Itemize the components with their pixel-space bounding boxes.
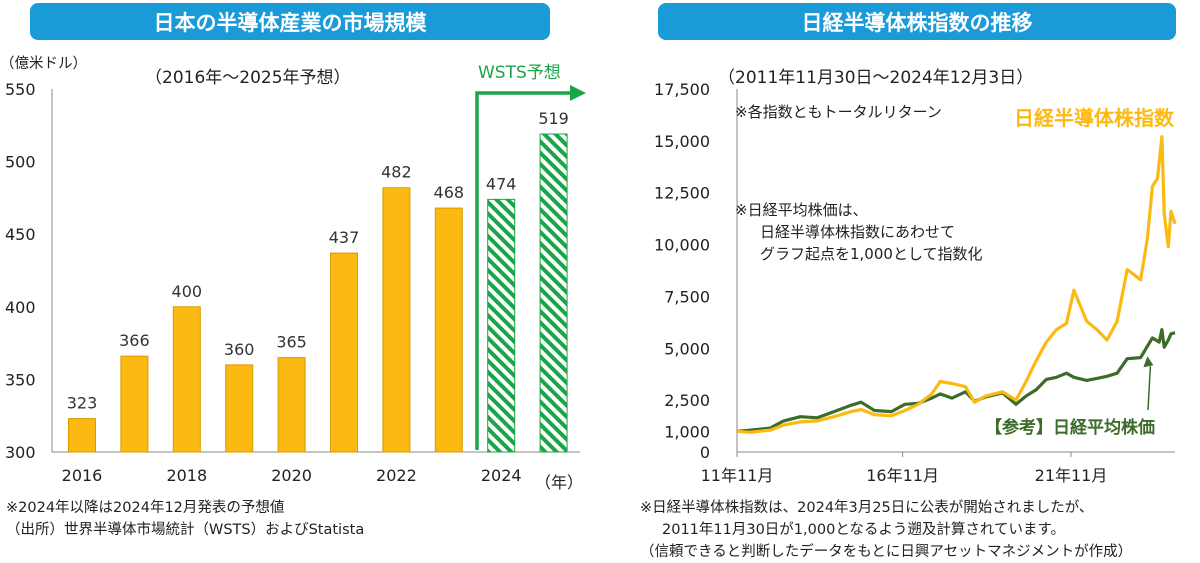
y-tick-label: 5,000: [664, 339, 710, 358]
data-label-2025: 519: [538, 109, 569, 128]
base-note-1: ※日経平均株価は、: [735, 201, 868, 219]
bar-2020: [277, 357, 306, 453]
bar-2017: [120, 355, 149, 453]
x-tick-label: 2016: [62, 466, 103, 485]
market-size-subtitle: （2016年～2025年予想）: [145, 68, 351, 88]
nikkei-line: [736, 328, 1176, 433]
x-tick-label: 2020: [271, 466, 312, 485]
total-return-note: ※各指数ともトータルリターン: [735, 103, 942, 121]
forecast-bracket: [475, 91, 572, 450]
semis-index-header: 日経半導体株指数の推移: [658, 3, 1176, 40]
year-unit-label: （年）: [535, 473, 584, 492]
x-tick-label: 16年11月: [866, 466, 939, 485]
legend-nikkei: 【参考】日経平均株価: [985, 418, 1155, 438]
bar-2016: [68, 418, 96, 453]
nikkei-pointer-arrowhead: [1143, 356, 1154, 368]
market-size-panel: 日本の半導体産業の市場規模 （億米ドル） （2016年～2025年予想） WST…: [0, 3, 586, 538]
y-tick-label: 0: [700, 443, 710, 462]
legend-nikkei-name: 日経平均株価: [1053, 418, 1155, 438]
data-label-2018: 400: [172, 282, 203, 301]
y-tick-label: 450: [5, 225, 36, 244]
y-tick-label: 12,500: [654, 184, 710, 203]
data-label-2023: 468: [434, 183, 465, 202]
y-tick-label: 17,500: [654, 80, 710, 99]
y-tick-label: 300: [5, 443, 36, 462]
bar-2023: [434, 207, 463, 453]
x-tick-label: 2022: [376, 466, 417, 485]
x-tick-label: 2018: [166, 466, 207, 485]
market-size-chart: 300 350 400 450 500 550 323 366 400 360 365 437 482 4…: [5, 80, 586, 485]
market-size-header: 日本の半導体産業の市場規模: [30, 3, 550, 40]
bar-2024: [487, 198, 516, 453]
semis-index-subtitle: （2011年11月30日～2024年12月3日）: [718, 68, 1034, 88]
bar-2018: [172, 306, 201, 453]
footnote-2: 2011年11月30日が1,000となるよう遡及計算されています。: [662, 522, 1065, 538]
bar-2025: [539, 133, 568, 453]
y-tick-label: 350: [5, 370, 36, 389]
legend-semis-index: 日経半導体株指数: [1014, 106, 1174, 130]
base-note-3: グラフ起点を1,000として指数化: [760, 245, 983, 263]
x-tick-label: 21年11月: [1035, 466, 1108, 485]
semis-index-line: [736, 135, 1177, 434]
data-label-2017: 366: [119, 331, 150, 350]
source-note: （出所）世界半導体市場統計（WSTS）およびStatista: [6, 522, 365, 538]
bar-2022: [382, 187, 411, 453]
y-tick-label: 550: [5, 80, 36, 99]
base-note-2: 日経半導体株指数にあわせて: [760, 223, 956, 241]
y-tick-label: 1,000: [664, 422, 710, 441]
y-tick-label: 2,500: [664, 391, 710, 410]
x-tick-label: 2024: [481, 466, 522, 485]
data-label-2016: 323: [67, 394, 98, 413]
semis-index-chart: 0 1,000 2,500 5,000 7,500 10,000 12,500 15,000 1…: [654, 80, 1177, 485]
forecast-label: WSTS予想: [478, 63, 561, 83]
y-tick-label: 10,000: [654, 236, 710, 255]
semis-index-panel: 日経半導体株指数の推移 （2011年11月30日～2024年12月3日） 0 1,…: [600, 0, 1200, 563]
data-label-2019: 360: [224, 340, 255, 359]
data-label-2022: 482: [381, 163, 412, 182]
footnote-3: （信頼できると判断したデータをもとに日興アセットマネジメントが作成）: [640, 544, 1133, 560]
forecast-arrowhead: [570, 85, 586, 101]
x-tick-label: 11年11月: [701, 466, 774, 485]
y-tick-label: 500: [5, 153, 36, 172]
data-label-2024: 474: [486, 174, 517, 193]
y-tick-label: 15,000: [654, 132, 710, 151]
data-label-2020: 365: [276, 333, 307, 352]
footnote-1: ※日経半導体株指数は、2024年3月25日に公表が開始されましたが、: [640, 500, 1094, 516]
bar-2019: [225, 364, 254, 453]
data-label-2021: 437: [329, 228, 360, 247]
nikkei-pointer-line: [1147, 366, 1152, 411]
forecast-note: ※2024年以降は2024年12月発表の予想値: [6, 500, 285, 516]
y-tick-label: 7,500: [664, 287, 710, 306]
y-tick-label: 400: [5, 298, 36, 317]
unit-label: （億米ドル）: [0, 56, 87, 72]
bar-2021: [330, 252, 358, 453]
